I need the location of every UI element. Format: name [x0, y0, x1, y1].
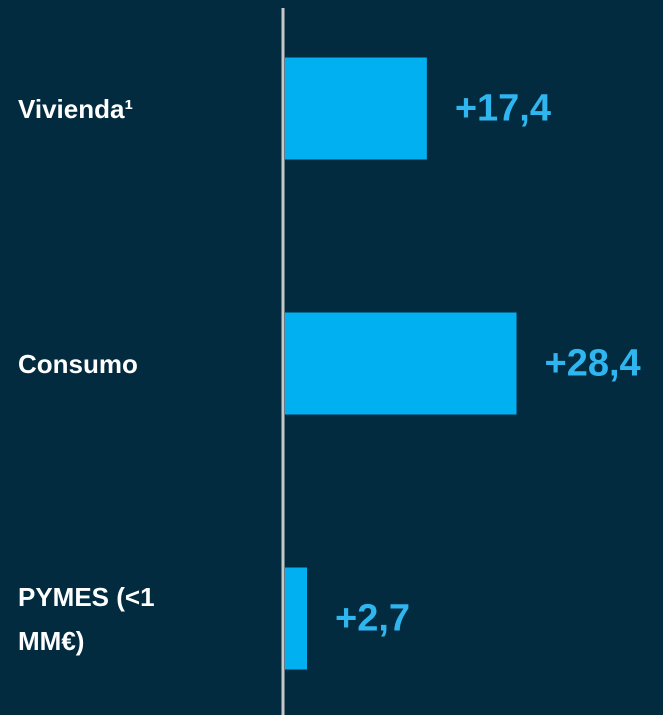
- category-label: Consumo: [18, 348, 138, 379]
- value-label: +28,4: [545, 343, 641, 385]
- category-label: Vivienda¹: [18, 93, 134, 124]
- category-label: PYMES (<1 MM€): [18, 581, 155, 656]
- value-label: +2,7: [335, 598, 410, 640]
- bar: [285, 57, 427, 160]
- bar: [285, 567, 308, 670]
- value-label: +17,4: [455, 88, 551, 130]
- bar: [285, 312, 517, 415]
